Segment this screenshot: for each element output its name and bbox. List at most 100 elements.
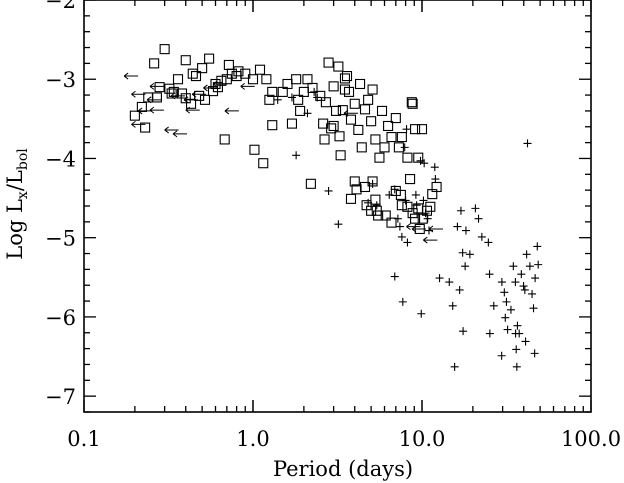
- square-marker: [363, 94, 374, 105]
- upper-limit-arrow: [185, 106, 200, 114]
- plus-marker: [402, 125, 411, 134]
- plus-marker: [461, 226, 470, 235]
- square-marker: [204, 53, 215, 64]
- square-marker: [355, 78, 366, 90]
- plus-marker: [489, 301, 498, 310]
- square-marker: [180, 93, 191, 104]
- upper-limit-arrow: [137, 107, 153, 115]
- square-marker: [356, 142, 367, 153]
- plus-marker: [445, 278, 454, 287]
- upper-limit-arrow: [411, 225, 427, 233]
- plus-marker: [523, 139, 532, 148]
- plus-marker: [393, 214, 402, 223]
- plus-marker: [423, 214, 432, 223]
- plus-marker: [456, 206, 465, 215]
- square-marker: [410, 213, 421, 224]
- square-marker: [373, 210, 384, 221]
- y-axis-title: Log Lx/Lbol: [3, 148, 31, 260]
- plus-marker: [334, 220, 343, 229]
- plus-marker: [465, 250, 474, 259]
- plus-marker: [398, 297, 407, 306]
- plus-marker: [533, 242, 542, 251]
- data-marks: [123, 44, 543, 371]
- square-marker: [258, 158, 269, 169]
- square-marker: [212, 82, 223, 93]
- plus-marker: [397, 232, 406, 241]
- plus-marker: [395, 222, 404, 231]
- square-marker: [323, 57, 334, 68]
- square-marker: [247, 74, 259, 85]
- square-marker: [219, 134, 230, 145]
- square-marker: [291, 74, 302, 85]
- square-marker: [395, 189, 406, 200]
- square-marker: [405, 174, 416, 185]
- square-marker: [154, 82, 165, 93]
- plus-marker: [503, 325, 512, 334]
- square-marker: [267, 86, 278, 97]
- square-marker: [349, 98, 360, 109]
- square-marker: [159, 44, 170, 55]
- plus-marker: [430, 163, 439, 172]
- plus-marker: [519, 282, 528, 291]
- x-tick-label: 1.0: [236, 427, 269, 451]
- plus-marker: [372, 201, 381, 210]
- plus-marker: [485, 329, 494, 338]
- square-marker: [267, 120, 278, 131]
- plus-marker: [471, 204, 480, 213]
- square-marker: [335, 150, 346, 161]
- plus-marker: [459, 327, 468, 336]
- plus-marker: [515, 329, 524, 338]
- square-marker: [407, 98, 418, 109]
- square-marker: [425, 201, 436, 212]
- upper-limit-arrow: [146, 96, 162, 104]
- square-marker: [339, 73, 350, 84]
- plus-marker: [411, 190, 420, 199]
- upper-limit-arrow: [212, 80, 228, 88]
- upper-limit-arrow: [164, 126, 179, 134]
- x-tick-label: 100.0: [561, 427, 621, 451]
- plus-marker: [417, 309, 426, 318]
- square-marker: [376, 105, 388, 116]
- upper-limit-arrow: [123, 72, 139, 80]
- plus-marker: [502, 297, 511, 306]
- upper-limit-arrow: [203, 84, 218, 92]
- square-marker: [410, 124, 421, 135]
- square-marker: [386, 132, 397, 143]
- plus-marker: [501, 313, 510, 322]
- square-marker: [231, 71, 242, 82]
- plus-marker: [513, 321, 522, 330]
- square-marker: [380, 210, 391, 221]
- upper-limit-arrow: [240, 82, 255, 90]
- square-marker: [333, 61, 344, 72]
- plus-marker: [412, 201, 421, 210]
- plus-marker: [520, 285, 529, 294]
- square-marker: [199, 94, 211, 105]
- plus-marker: [529, 304, 538, 313]
- square-marker: [197, 63, 208, 74]
- plus-marker: [461, 262, 470, 271]
- square-marker: [359, 104, 371, 115]
- plus-marker: [421, 209, 430, 218]
- square-marker: [383, 120, 394, 132]
- upper-limit-arrow: [131, 120, 146, 128]
- square-marker: [343, 86, 355, 97]
- square-marker: [367, 84, 378, 95]
- square-marker: [249, 144, 260, 155]
- upper-limit-arrow: [183, 96, 199, 104]
- upper-limit-arrow: [428, 225, 443, 233]
- square-marker: [402, 152, 413, 163]
- plus-marker: [531, 274, 540, 283]
- plus-marker: [292, 151, 301, 160]
- square-marker: [413, 152, 424, 163]
- square-marker: [345, 193, 357, 204]
- square-marker: [305, 178, 316, 189]
- square-marker: [406, 97, 417, 108]
- square-marker: [370, 194, 381, 205]
- square-marker: [416, 124, 428, 135]
- square-marker: [402, 201, 413, 212]
- square-marker: [151, 92, 162, 103]
- plus-marker: [500, 288, 509, 297]
- plus-marker: [517, 270, 526, 279]
- plus-marker: [431, 175, 440, 184]
- upper-limit-arrow: [149, 82, 164, 90]
